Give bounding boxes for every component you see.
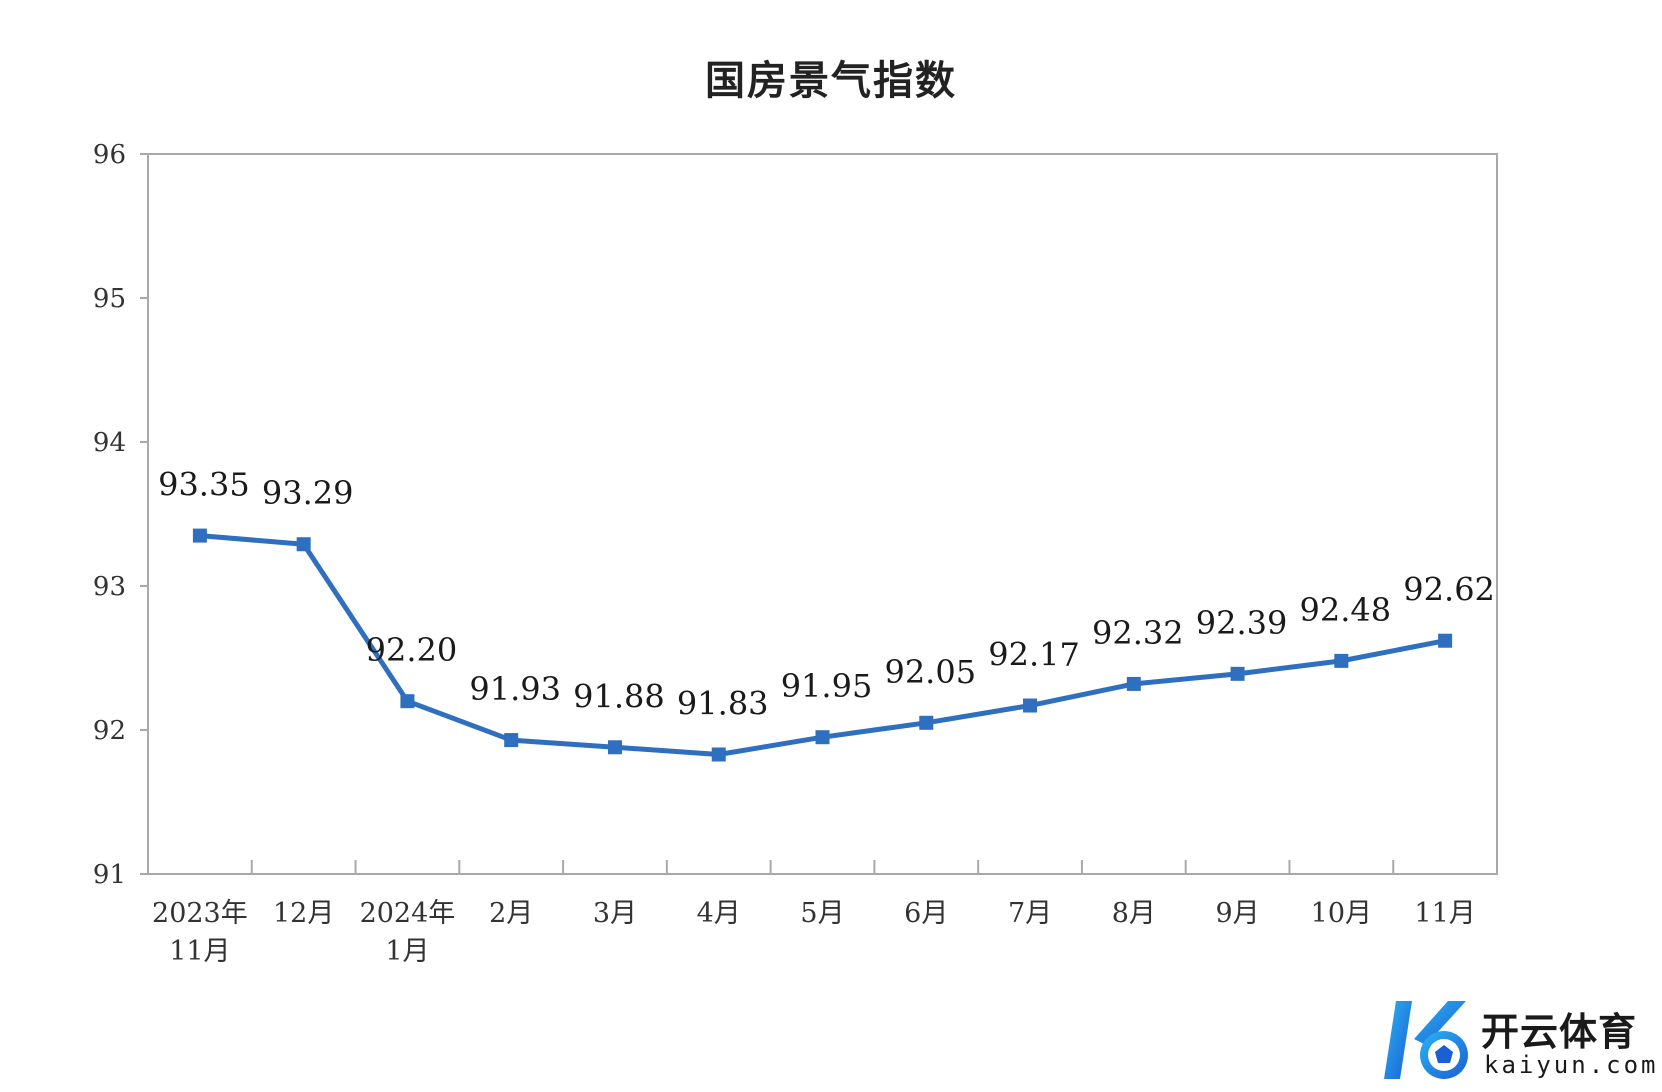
- plot-frame: [147, 153, 1498, 875]
- x-tick-label: 4月: [697, 898, 741, 929]
- data-label: 92.39: [1196, 604, 1288, 642]
- x-axis-ticks: 2023年 11月 12月 2024年 1月 2月 3月 4月 5月 6月 7月 8月 9月 10月 11月: [152, 860, 1476, 967]
- data-point: [711, 747, 726, 762]
- data-label: 91.83: [677, 684, 769, 722]
- data-point: [1126, 676, 1141, 691]
- x-tick-label: 1月: [385, 936, 429, 967]
- x-tick-label: 2024年: [360, 898, 456, 929]
- data-point: [504, 733, 519, 748]
- y-tick-label: 92: [93, 716, 126, 746]
- chart-title: 国房景气指数: [705, 58, 957, 104]
- x-tick-label: 10月: [1311, 898, 1372, 929]
- data-label: 91.88: [573, 677, 665, 715]
- series: [192, 528, 1453, 762]
- x-tick-label: 5月: [800, 898, 844, 929]
- data-point: [1334, 653, 1349, 668]
- y-tick-label: 94: [93, 428, 126, 458]
- x-tick-label: 9月: [1215, 898, 1259, 929]
- watermark-domain: kaiyun.com: [1484, 1051, 1659, 1079]
- y-tick-label: 96: [93, 140, 126, 170]
- x-tick-label: 12月: [273, 898, 334, 929]
- x-tick-label: 3月: [593, 898, 637, 929]
- y-tick-label: 91: [93, 860, 126, 890]
- data-label: 92.32: [1092, 614, 1184, 652]
- data-label: 91.95: [781, 667, 873, 705]
- data-label: 92.17: [988, 636, 1080, 674]
- data-point: [192, 528, 207, 543]
- kaiyun-logo-icon: [1384, 1001, 1468, 1079]
- data-point: [296, 537, 311, 552]
- x-tick-label: 11月: [1414, 898, 1475, 929]
- data-point: [607, 740, 622, 755]
- y-axis-ticks: 91 92 93 94 95 96: [93, 140, 148, 890]
- data-label: 91.93: [469, 670, 561, 708]
- watermark: 开云体育 kaiyun.com: [1378, 995, 1658, 1087]
- y-tick-label: 95: [93, 284, 126, 314]
- x-tick-label: 8月: [1112, 898, 1156, 929]
- x-tick-label: 7月: [1008, 898, 1052, 929]
- data-label: 92.62: [1403, 571, 1495, 609]
- data-label: 92.48: [1300, 591, 1392, 629]
- data-point: [1023, 698, 1038, 713]
- data-label: 93.35: [158, 466, 250, 504]
- data-point: [815, 730, 830, 745]
- watermark-brand: 开云体育: [1481, 1010, 1638, 1054]
- x-tick-label: 6月: [904, 898, 948, 929]
- axes: [147, 153, 1498, 875]
- data-point: [1438, 633, 1453, 648]
- x-tick-label: 11月: [169, 936, 230, 967]
- data-labels: 93.35 93.29 92.20 91.93 91.88 91.83 91.95 92.05…: [158, 466, 1495, 723]
- x-tick-label: 2月: [489, 898, 533, 929]
- data-label: 93.29: [262, 474, 354, 512]
- x-tick-label: 2023年: [152, 898, 248, 929]
- data-label: 92.05: [884, 653, 976, 691]
- y-tick-label: 93: [93, 572, 126, 602]
- data-point: [1230, 666, 1245, 681]
- data-point: [919, 715, 934, 730]
- data-label: 92.20: [366, 631, 458, 669]
- data-point: [400, 694, 415, 709]
